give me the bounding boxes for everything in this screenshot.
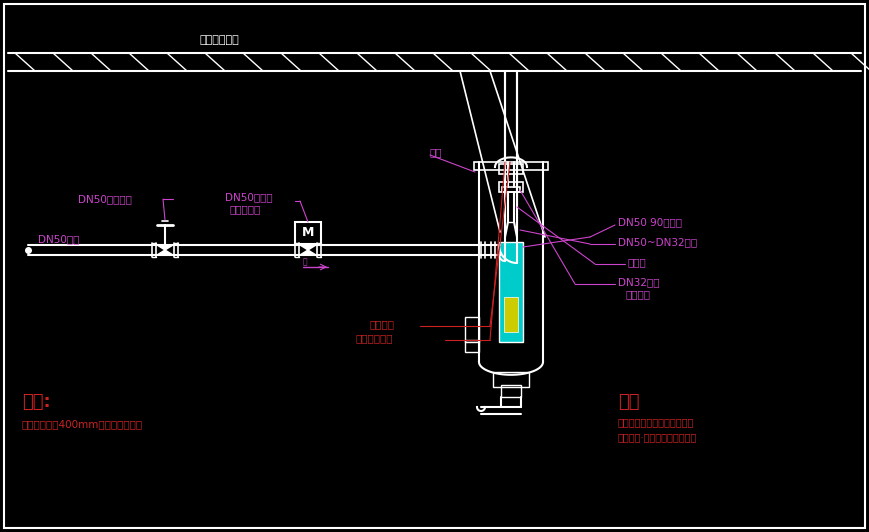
Text: 需水平安装: 需水平安装	[230, 204, 262, 214]
Polygon shape	[157, 245, 173, 250]
Text: 以免损坏·规范适用（连接管）: 以免损坏·规范适用（连接管）	[618, 432, 698, 442]
Text: 灭火装置: 灭火装置	[370, 319, 395, 329]
Bar	[493, 372, 529, 387]
Text: 保持水平: 保持水平	[625, 289, 650, 299]
Text: 支架: 支架	[430, 147, 442, 157]
Polygon shape	[157, 250, 173, 255]
Text: 灭火装置周围400mm内不能有障碍物: 灭火装置周围400mm内不能有障碍物	[22, 419, 143, 429]
Bar	[499, 164, 523, 174]
Text: DN50~DN32变径: DN50~DN32变径	[618, 237, 697, 247]
Polygon shape	[300, 245, 316, 250]
Text: 注：: 注：	[618, 393, 640, 411]
Bar	[474, 162, 548, 170]
Polygon shape	[300, 250, 316, 255]
Text: 灭火装置调节学搭接轴固定置: 灭火装置调节学搭接轴固定置	[618, 417, 694, 427]
Bar	[504, 297, 518, 332]
Text: DN50 90度弯头: DN50 90度弯头	[618, 217, 682, 227]
Bar	[465, 317, 479, 342]
Bar	[499, 242, 523, 342]
Bar	[502, 187, 520, 192]
Text: 安装前请技码: 安装前请技码	[355, 333, 393, 343]
Bar	[499, 182, 523, 192]
Text: M: M	[302, 227, 315, 239]
Text: DN50支管: DN50支管	[38, 234, 79, 244]
Text: 流: 流	[303, 257, 308, 267]
Text: DN50电磁阀: DN50电磁阀	[225, 192, 273, 202]
Bar	[295, 222, 321, 244]
Text: 楼板或承重架: 楼板或承重架	[200, 35, 240, 45]
Text: 短立管: 短立管	[628, 257, 647, 267]
Bar	[8, 53, 861, 71]
Bar	[501, 385, 521, 397]
Text: DN32法兰: DN32法兰	[618, 277, 660, 287]
Text: DN50手动蝶阀: DN50手动蝶阀	[78, 194, 132, 204]
Bar	[465, 340, 479, 352]
Text: 注意:: 注意:	[22, 393, 50, 411]
